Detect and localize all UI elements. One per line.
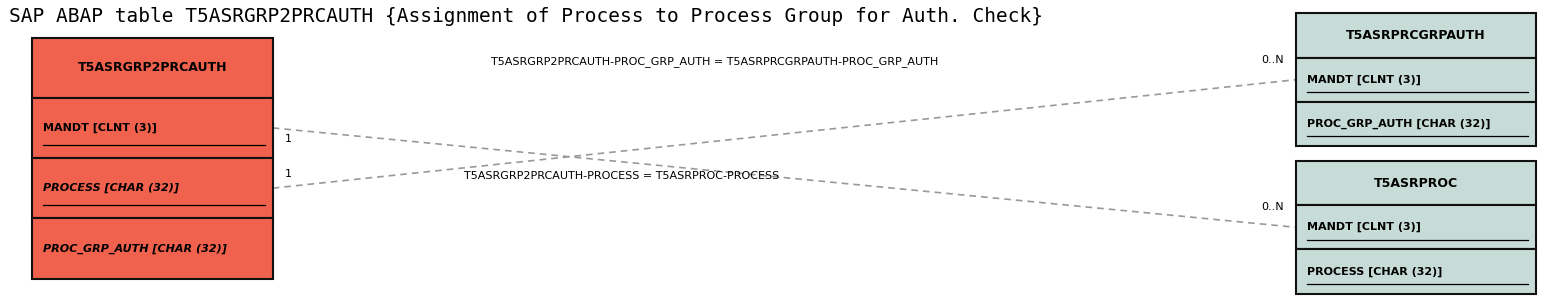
Text: MANDT [CLNT (3)]: MANDT [CLNT (3)] [1306, 74, 1421, 85]
Text: 0..N: 0..N [1261, 202, 1283, 212]
Text: 1: 1 [286, 169, 292, 179]
Text: T5ASRGRP2PRCAUTH-PROC_GRP_AUTH = T5ASRPRCGRPAUTH-PROC_GRP_AUTH: T5ASRGRP2PRCAUTH-PROC_GRP_AUTH = T5ASRPR… [491, 56, 938, 67]
Text: PROC_GRP_AUTH [CHAR (32)]: PROC_GRP_AUTH [CHAR (32)] [1306, 119, 1491, 129]
Text: SAP ABAP table T5ASRGRP2PRCAUTH {Assignment of Process to Process Group for Auth: SAP ABAP table T5ASRGRP2PRCAUTH {Assignm… [9, 7, 1044, 26]
Bar [33, 218, 273, 278]
Bar [1295, 161, 1536, 205]
Text: T5ASRPRCGRPAUTH: T5ASRPRCGRPAUTH [1346, 29, 1486, 42]
Bar [1295, 13, 1536, 58]
Bar [1295, 102, 1536, 146]
Text: T5ASRGRP2PRCAUTH: T5ASRGRP2PRCAUTH [78, 61, 227, 74]
Bar [1295, 58, 1536, 102]
Text: MANDT [CLNT (3)]: MANDT [CLNT (3)] [1306, 222, 1421, 233]
Text: MANDT [CLNT (3)]: MANDT [CLNT (3)] [43, 123, 157, 133]
Text: T5ASRGRP2PRCAUTH-PROCESS = T5ASRPROC-PROCESS: T5ASRGRP2PRCAUTH-PROCESS = T5ASRPROC-PRO… [464, 171, 780, 181]
Text: T5ASRPROC: T5ASRPROC [1374, 177, 1458, 190]
Bar [33, 98, 273, 158]
Bar [1295, 249, 1536, 294]
Text: 1: 1 [286, 134, 292, 144]
Text: PROCESS [CHAR (32)]: PROCESS [CHAR (32)] [1306, 266, 1443, 277]
Bar [1295, 205, 1536, 249]
Text: PROC_GRP_AUTH [CHAR (32)]: PROC_GRP_AUTH [CHAR (32)] [43, 243, 227, 254]
Text: PROCESS [CHAR (32)]: PROCESS [CHAR (32)] [43, 183, 179, 193]
Text: 0..N: 0..N [1261, 55, 1283, 65]
Bar [33, 158, 273, 218]
Bar [33, 37, 273, 98]
